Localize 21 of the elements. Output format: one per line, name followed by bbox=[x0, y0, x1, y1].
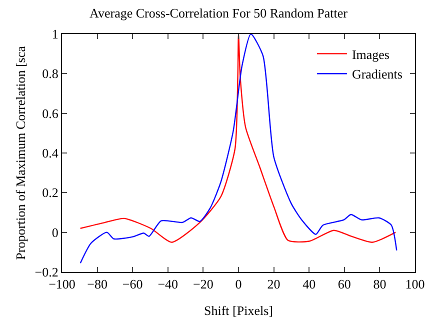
x-axis-title: Shift [Pixels] bbox=[204, 303, 273, 318]
y-axis-title: Proportion of Maximum Correlation [sca bbox=[12, 46, 28, 260]
x-tick-label: 80 bbox=[373, 276, 386, 292]
chart-title: Average Cross-Correlation For 50 Random Patter bbox=[90, 5, 348, 20]
x-tick-label: −60 bbox=[122, 276, 143, 292]
y-tick-label: 0 bbox=[52, 224, 58, 240]
x-tick-label: −40 bbox=[158, 276, 178, 292]
y-tick-label: 1 bbox=[52, 26, 58, 42]
y-tick-label: 0.6 bbox=[42, 106, 59, 121]
x-tick-label: −20 bbox=[193, 276, 214, 292]
x-tick-label: −80 bbox=[87, 276, 108, 292]
legend-label: Gradients bbox=[352, 66, 402, 82]
legend-label: Images bbox=[352, 46, 390, 62]
x-tick-label: 0 bbox=[235, 276, 242, 292]
y-tick-label: 0.2 bbox=[42, 185, 58, 200]
x-tick-label: 100 bbox=[405, 276, 425, 292]
y-tick-label: 0.8 bbox=[42, 66, 58, 82]
x-tick-label: 20 bbox=[267, 276, 280, 292]
y-tick-label: 0.4 bbox=[42, 146, 59, 161]
x-tick-label: 60 bbox=[338, 276, 351, 292]
x-tick-label: 40 bbox=[302, 276, 316, 292]
